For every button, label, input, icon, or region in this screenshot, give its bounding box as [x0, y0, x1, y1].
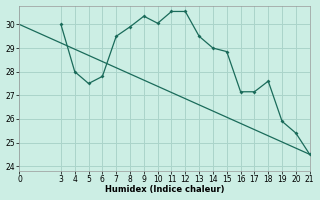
- X-axis label: Humidex (Indice chaleur): Humidex (Indice chaleur): [105, 185, 224, 194]
